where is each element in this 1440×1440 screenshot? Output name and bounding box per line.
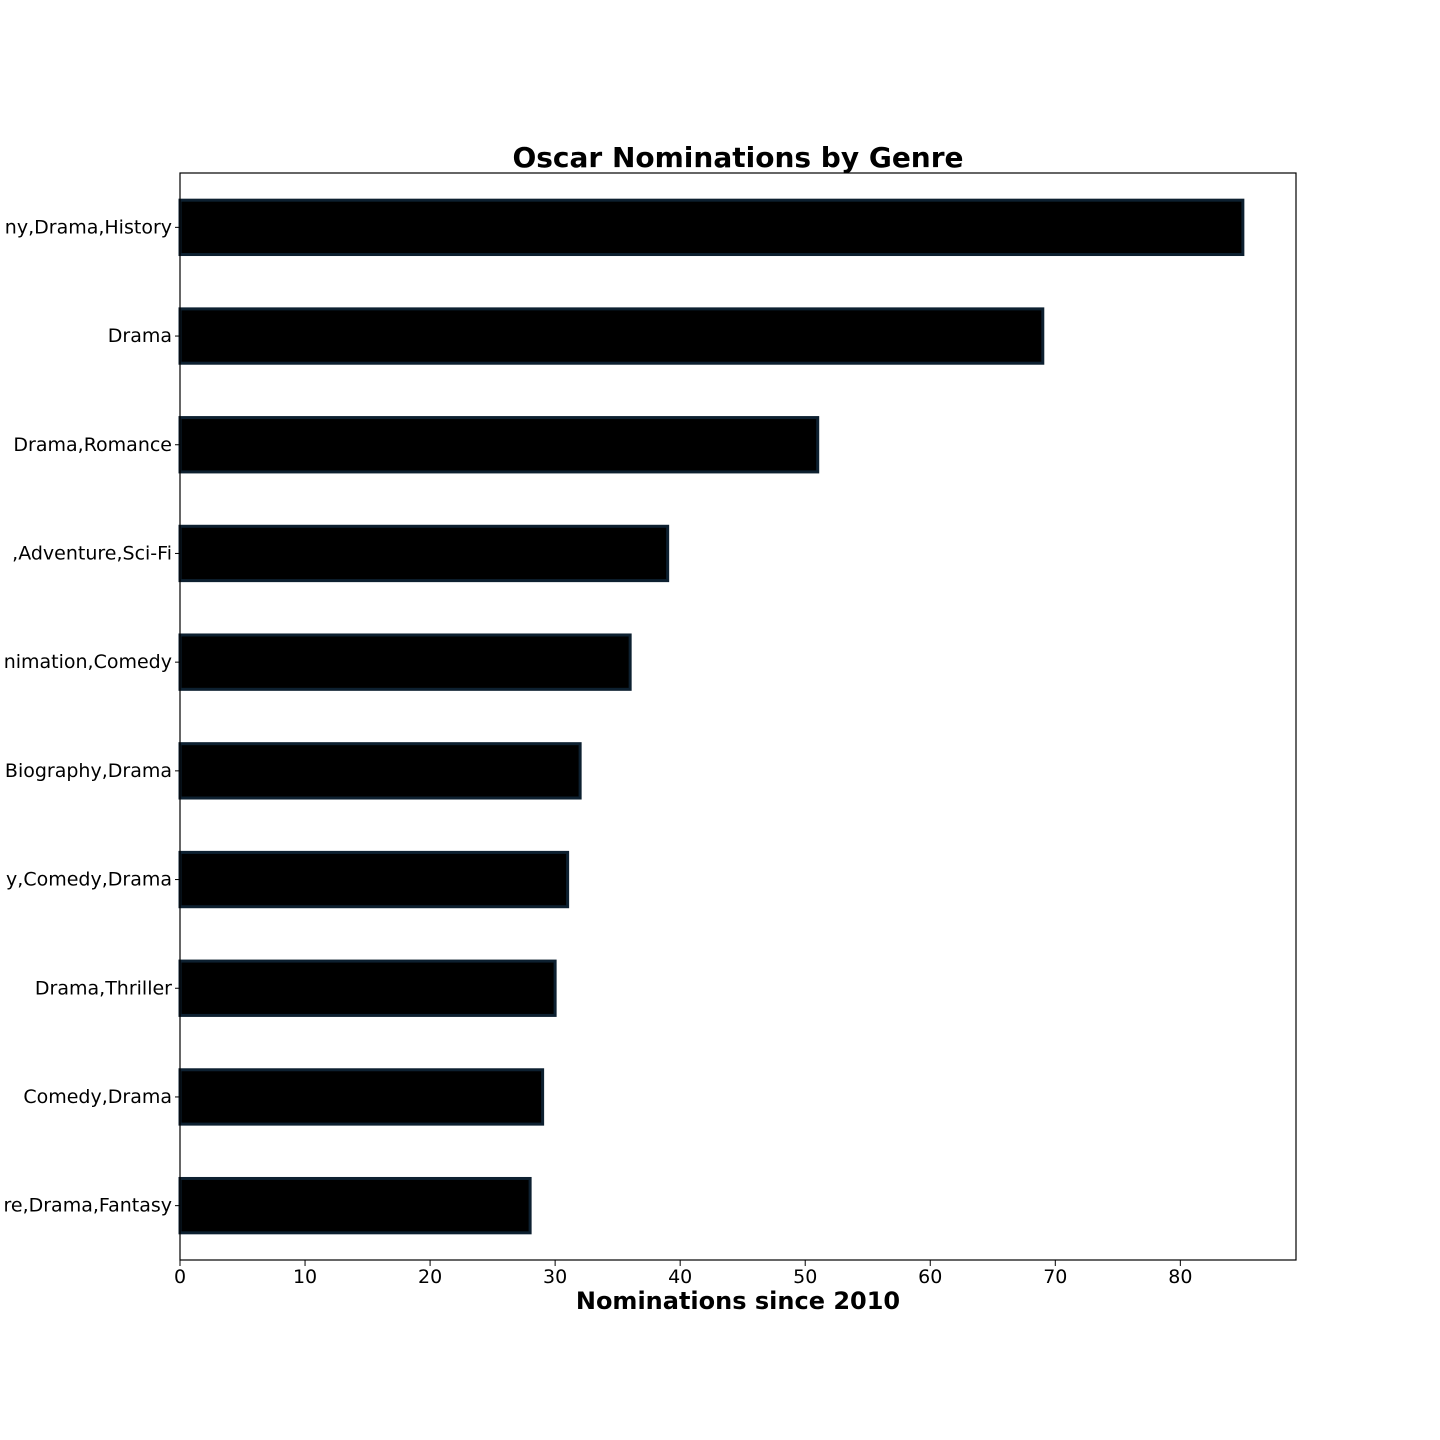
y-tick-label: Comedy,Drama (23, 1086, 172, 1108)
x-tick-label: 50 (793, 1266, 817, 1288)
chart-title: Oscar Nominations by Genre (512, 141, 963, 174)
bar (178, 198, 1245, 257)
x-axis-title: Nominations since 2010 (576, 1287, 900, 1315)
y-tick-label: Drama (108, 325, 172, 347)
x-tick-label: 40 (668, 1266, 692, 1288)
plot-frame (179, 172, 1297, 1261)
bar (178, 959, 557, 1017)
bar (178, 633, 632, 691)
y-axis-ticks: ny,Drama,History Drama Drama,Romance ,Adven… (3, 216, 180, 1217)
bar (178, 307, 1045, 365)
bars-group (178, 198, 1245, 1235)
bar (178, 742, 582, 800)
y-tick-label: y,Comedy,Drama (6, 869, 172, 891)
y-tick-label: Drama,Romance (13, 434, 172, 456)
x-tick-label: 10 (293, 1266, 317, 1288)
bar (178, 1068, 545, 1126)
bar (178, 850, 570, 909)
bar (178, 1176, 532, 1235)
y-tick-label: ,Adventure,Sci-Fi (12, 542, 172, 564)
x-tick-label: 80 (1168, 1266, 1192, 1288)
y-tick-label: nimation,Comedy (4, 651, 172, 673)
y-tick-label: re,Drama,Fantasy (3, 1195, 172, 1217)
x-tick-label: 20 (418, 1266, 442, 1288)
x-tick-label: 0 (174, 1266, 186, 1288)
bar (178, 524, 670, 583)
x-axis-ticks: 0 10 20 30 40 50 60 70 80 (174, 1260, 1192, 1288)
y-tick-label: Biography,Drama (5, 760, 172, 782)
y-tick-label: ny,Drama,History (5, 216, 172, 238)
bar (178, 416, 820, 474)
x-tick-label: 70 (1043, 1266, 1067, 1288)
x-tick-label: 30 (543, 1266, 567, 1288)
y-tick-label: Drama,Thriller (35, 977, 172, 999)
x-tick-label: 60 (918, 1266, 942, 1288)
